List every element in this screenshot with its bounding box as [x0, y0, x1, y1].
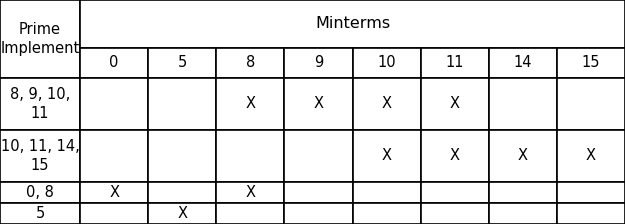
Bar	[0, 203, 80, 224]
Text: 15: 15	[31, 158, 49, 173]
Bar	[557, 182, 625, 203]
Bar	[80, 182, 148, 203]
Bar	[216, 130, 284, 182]
Text: 10: 10	[378, 56, 396, 70]
Bar	[0, 0, 80, 78]
Text: 11: 11	[446, 56, 464, 70]
Bar	[352, 130, 421, 182]
Text: 5: 5	[36, 206, 44, 221]
Bar	[352, 78, 421, 130]
Text: 0, 8: 0, 8	[26, 185, 54, 200]
Text: X: X	[382, 97, 392, 111]
Bar	[284, 203, 352, 224]
Bar	[421, 182, 489, 203]
Bar	[489, 48, 557, 78]
Text: X: X	[450, 149, 460, 163]
Bar	[284, 78, 352, 130]
Bar	[421, 48, 489, 78]
Bar	[216, 78, 284, 130]
Bar	[0, 78, 80, 130]
Bar	[216, 182, 284, 203]
Bar	[421, 203, 489, 224]
Text: X: X	[586, 149, 596, 163]
Text: X: X	[177, 206, 187, 221]
Text: 8, 9, 10,: 8, 9, 10,	[10, 87, 70, 102]
Text: X: X	[382, 149, 392, 163]
Text: 10, 11, 14,: 10, 11, 14,	[1, 139, 79, 154]
Bar	[557, 78, 625, 130]
Bar	[489, 203, 557, 224]
Bar	[80, 0, 625, 48]
Bar	[284, 182, 352, 203]
Bar	[557, 130, 625, 182]
Text: 5: 5	[177, 56, 187, 70]
Text: 0: 0	[109, 56, 119, 70]
Bar	[148, 130, 216, 182]
Bar	[80, 203, 148, 224]
Bar	[148, 78, 216, 130]
Text: 11: 11	[31, 106, 49, 121]
Text: X: X	[245, 97, 255, 111]
Bar	[148, 48, 216, 78]
Text: X: X	[245, 185, 255, 200]
Text: 14: 14	[514, 56, 532, 70]
Bar	[557, 48, 625, 78]
Bar	[489, 78, 557, 130]
Bar	[489, 130, 557, 182]
Text: Prime: Prime	[19, 22, 61, 37]
Bar	[0, 130, 80, 182]
Bar	[352, 203, 421, 224]
Bar	[352, 182, 421, 203]
Text: 8: 8	[246, 56, 255, 70]
Bar	[216, 203, 284, 224]
Text: 9: 9	[314, 56, 323, 70]
Bar	[148, 203, 216, 224]
Bar	[148, 182, 216, 203]
Bar	[80, 48, 148, 78]
Text: X: X	[518, 149, 528, 163]
Bar	[80, 78, 148, 130]
Text: Minterms: Minterms	[315, 17, 390, 31]
Bar	[0, 182, 80, 203]
Text: X: X	[314, 97, 324, 111]
Bar	[421, 130, 489, 182]
Bar	[216, 48, 284, 78]
Bar	[421, 78, 489, 130]
Text: Implement: Implement	[1, 41, 79, 56]
Text: X: X	[109, 185, 119, 200]
Bar	[284, 130, 352, 182]
Bar	[557, 203, 625, 224]
Bar	[80, 130, 148, 182]
Text: 15: 15	[582, 56, 600, 70]
Bar	[284, 48, 352, 78]
Bar	[489, 182, 557, 203]
Text: X: X	[450, 97, 460, 111]
Bar	[352, 48, 421, 78]
